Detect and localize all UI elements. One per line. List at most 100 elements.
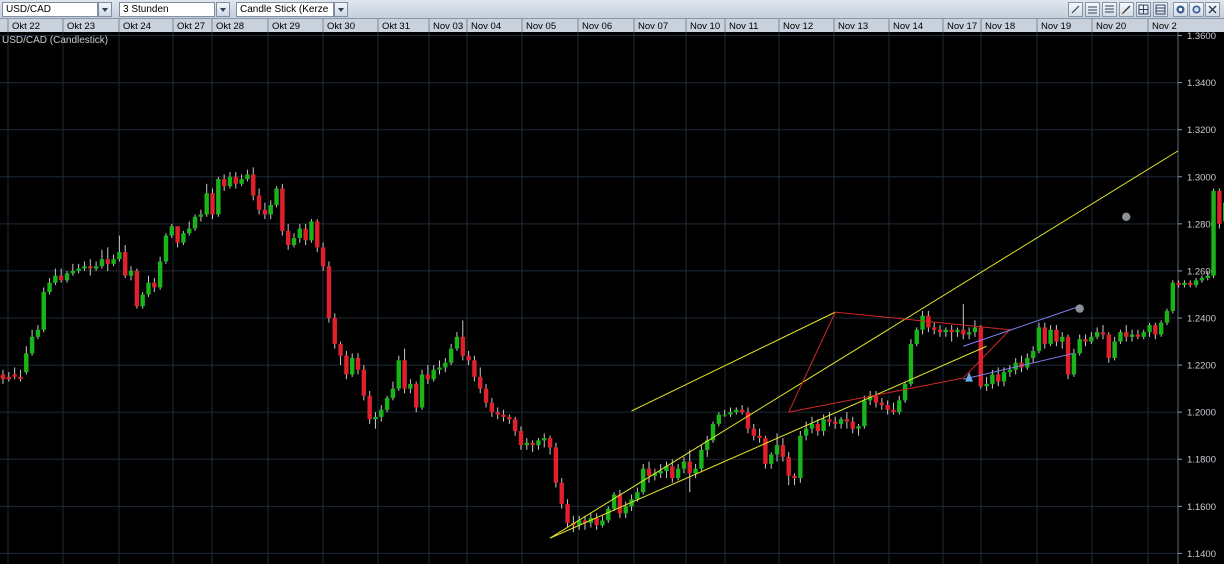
candle-up: [64, 273, 70, 281]
x-tick-label: Okt 31: [382, 21, 410, 32]
candle-down: [332, 318, 337, 344]
candle-up: [1094, 332, 1100, 337]
candle-down: [6, 376, 12, 380]
candle-down: [757, 435, 762, 439]
candle-down: [88, 266, 93, 269]
candle-up: [1199, 277, 1205, 281]
candle-up: [542, 438, 547, 441]
candle-up: [769, 454, 774, 464]
candle-up: [93, 266, 99, 269]
candle-down: [460, 336, 465, 356]
y-tick-label: 1.1400: [1187, 549, 1216, 560]
candle-up: [1060, 336, 1065, 342]
candlestick-chart[interactable]: Okt 22 Okt 23 Okt 24 Okt 27 Okt 28 Okt 29 Okt …: [0, 19, 1224, 564]
candle-down: [833, 421, 838, 424]
flag-upper-line: [963, 305, 1080, 347]
candle-up: [803, 428, 809, 436]
candle-up: [454, 336, 460, 349]
candle-up: [675, 468, 681, 479]
candle-down: [786, 456, 791, 476]
candle-down: [507, 416, 512, 420]
candle-down: [780, 445, 786, 457]
candle-up: [734, 409, 739, 413]
x-tick-label: Nov 06: [582, 21, 612, 32]
candle-up: [955, 329, 960, 333]
chart-style-select[interactable]: Candle Stick (Kerze: [236, 2, 334, 17]
candle-up: [1164, 310, 1170, 323]
candle-down: [978, 327, 983, 387]
period-dropdown-button[interactable]: [216, 2, 230, 17]
draw-line-icon[interactable]: [1068, 2, 1083, 17]
table-icon[interactable]: [1153, 2, 1168, 17]
candle-down: [134, 270, 140, 307]
zoom-out-icon[interactable]: [1189, 2, 1204, 17]
candle-up: [146, 282, 151, 295]
candle-down: [1042, 327, 1047, 344]
candle-down: [402, 360, 407, 389]
candle-up: [99, 259, 105, 267]
y-tick-label: 1.2200: [1187, 361, 1216, 372]
symbol-dropdown-button[interactable]: [98, 2, 112, 17]
x-tick-label: Okt 23: [67, 21, 95, 32]
candle-down: [582, 520, 588, 523]
candle-up: [809, 423, 815, 429]
zoom-in-icon[interactable]: [1173, 2, 1188, 17]
fibonacci-icon[interactable]: [1102, 2, 1117, 17]
period-select[interactable]: 3 Stunden: [119, 2, 215, 17]
candle-up: [1077, 339, 1082, 354]
candle-up: [291, 237, 297, 246]
candle-down: [1124, 332, 1129, 337]
candle-up: [82, 266, 87, 269]
candle-down: [1065, 336, 1071, 375]
candle-up: [309, 221, 314, 241]
candle-up: [384, 398, 390, 410]
candle-up: [443, 362, 448, 368]
candle-down: [646, 468, 652, 476]
y-tick-label: 1.2800: [1187, 219, 1216, 230]
chart-style-dropdown-button[interactable]: [334, 2, 348, 17]
candle-up: [35, 329, 41, 337]
x-axis-ticks: Okt 22 Okt 23 Okt 24 Okt 27 Okt 28 Okt 29 Okt …: [7, 19, 1177, 32]
candle-up: [245, 174, 250, 180]
candle-up: [1182, 282, 1187, 286]
candle-down: [414, 383, 419, 408]
candle-down: [280, 188, 285, 231]
y-tick-label: 1.2000: [1187, 408, 1216, 419]
candle-down: [670, 466, 675, 479]
chart-title: USD/CAD (Candlestick): [2, 35, 108, 46]
candle-down: [739, 409, 745, 413]
candle-up: [606, 508, 611, 521]
candle-up: [658, 471, 663, 474]
candle-up: [1112, 341, 1117, 359]
candle-up: [111, 259, 116, 264]
candle-down: [478, 376, 483, 389]
candle-up: [966, 332, 972, 335]
candle-down: [210, 193, 215, 215]
x-tick-label: Nov 2: [1152, 21, 1177, 32]
pencil-icon[interactable]: [1119, 2, 1134, 17]
symbol-select[interactable]: USD/CAD: [2, 2, 98, 17]
y-axis-ticks: 1.1400 1.1600 1.1800 1.2000 1.2200 1.2400 1.26…: [1178, 31, 1216, 560]
close-icon[interactable]: [1205, 2, 1220, 17]
candle-down: [815, 423, 820, 431]
candle-up: [1013, 362, 1018, 370]
candle-up: [1147, 325, 1152, 333]
candle-up: [774, 445, 780, 455]
candle-up: [419, 374, 425, 408]
candle-up: [1193, 280, 1199, 286]
symbol-select-value: USD/CAD: [6, 4, 52, 15]
candle-down: [123, 252, 128, 276]
candle-up: [600, 520, 605, 526]
candle-down: [501, 414, 506, 417]
candle-up: [53, 275, 58, 283]
anchor-marker-triangle: [965, 372, 974, 382]
candle-up: [710, 423, 716, 441]
candle-down: [489, 402, 495, 413]
candle-up: [867, 395, 873, 401]
candle-up: [1118, 332, 1123, 342]
candle-down: [745, 412, 751, 429]
grid-icon[interactable]: [1136, 2, 1151, 17]
candle-up: [1048, 329, 1053, 344]
candle-down: [256, 195, 262, 210]
channel-icon[interactable]: [1085, 2, 1100, 17]
